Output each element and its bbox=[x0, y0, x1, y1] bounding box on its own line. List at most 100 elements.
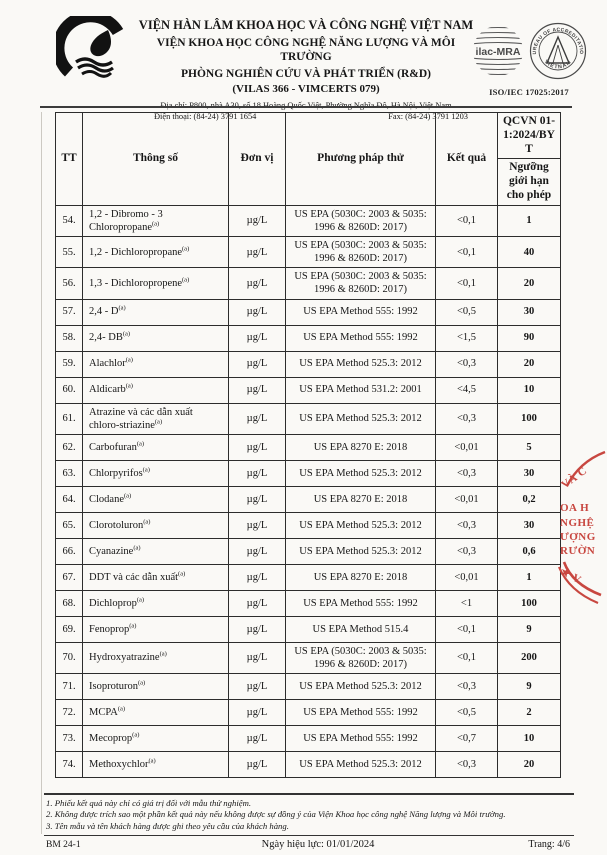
result-cell: <0,1 bbox=[435, 615, 498, 643]
letterhead-divider bbox=[40, 106, 572, 108]
footnote-marker: (a) bbox=[142, 466, 150, 474]
page-number: Trang: 4/6 bbox=[528, 839, 570, 850]
parameter-cell: Dichloprop(a) bbox=[82, 589, 229, 617]
limit-cell: 1 bbox=[497, 563, 561, 591]
row-number-cell: 65. bbox=[55, 511, 83, 539]
row-number-cell: 61. bbox=[55, 402, 83, 435]
method-cell: US EPA 8270 E: 2018 bbox=[285, 433, 436, 461]
method-cell: US EPA Method 515.4 bbox=[285, 615, 436, 643]
method-cell: US EPA (5030C: 2003 & 5035: 1996 & 8260D… bbox=[285, 267, 436, 300]
parameter-cell: Clodane(a) bbox=[82, 485, 229, 513]
parameter-cell: Chlorpyrifos(a) bbox=[82, 459, 229, 487]
unit-cell: µg/L bbox=[228, 563, 286, 591]
row-number-cell: 54. bbox=[55, 204, 83, 238]
result-cell: <0,5 bbox=[435, 699, 498, 727]
limit-cell: 30 bbox=[497, 511, 561, 539]
unit-cell: µg/L bbox=[228, 402, 286, 435]
official-red-stamp: VÀ C OA H NGHỆ ƯỢNG RƯỜN ★ V bbox=[555, 438, 607, 610]
footnote-marker: (a) bbox=[143, 518, 151, 526]
org-name-institute: VIỆN KHOA HỌC CÔNG NGHỆ NĂNG LƯỢNG VÀ MÔ… bbox=[156, 37, 456, 64]
row-number-cell: 59. bbox=[55, 350, 83, 378]
row-number-cell: 68. bbox=[55, 589, 83, 617]
unit-cell: µg/L bbox=[228, 485, 286, 513]
method-cell: US EPA Method 555: 1992 bbox=[285, 589, 436, 617]
address-line: Địa chỉ: P800, nhà A30, số 18 Hoàng Quốc… bbox=[138, 101, 474, 111]
table-row: 64. Clodane(a) µg/L US EPA 8270 E: 2018 <0,0… bbox=[55, 485, 561, 513]
unit-cell: µg/L bbox=[228, 267, 286, 300]
parameter-cell: Alachlor(a) bbox=[82, 350, 229, 378]
accreditation-codes: (VILAS 366 - VIMCERTS 079) bbox=[232, 83, 380, 96]
footnote-marker: (a) bbox=[138, 679, 146, 687]
unit-cell: µg/L bbox=[228, 433, 286, 461]
parameter-cell: 1,2 - Dibromo - 3 Chloropropane(a) bbox=[82, 204, 229, 238]
parameter-cell: 1,3 - Dichloropropene(a) bbox=[82, 267, 229, 300]
row-number-cell: 71. bbox=[55, 673, 83, 701]
footnote-marker: (a) bbox=[136, 440, 145, 448]
table-row: 65. Clorotoluron(a) µg/L US EPA Method 525.… bbox=[55, 511, 561, 539]
parameter-cell: MCPA(a) bbox=[82, 699, 229, 727]
col-header-result: Kết quả bbox=[435, 112, 498, 206]
footnote-marker: (a) bbox=[125, 356, 133, 364]
row-number-cell: 74. bbox=[55, 751, 83, 779]
limit-cell: 20 bbox=[497, 350, 561, 378]
result-cell: <0,1 bbox=[435, 236, 498, 269]
limit-cell: 0,2 bbox=[497, 485, 561, 513]
limit-cell: 200 bbox=[497, 641, 561, 675]
result-cell: <0,1 bbox=[435, 641, 498, 675]
table-row: 61. Atrazine và các dẫn xuất chloro-stria… bbox=[55, 402, 561, 435]
row-number-cell: 72. bbox=[55, 699, 83, 727]
left-margin-scan-line bbox=[41, 112, 42, 834]
parameter-cell: Carbofuran(a) bbox=[82, 433, 229, 461]
footer-row: BM 24-1 Ngày hiệu lực: 01/01/2024 Trang:… bbox=[46, 839, 570, 850]
method-cell: US EPA Method 525.3: 2012 bbox=[285, 751, 436, 779]
stamp-text-fragment: NGHỆ bbox=[560, 517, 595, 529]
result-cell: <0,3 bbox=[435, 673, 498, 701]
limit-cell: 2 bbox=[497, 699, 561, 727]
svg-text:ilac-MRA: ilac-MRA bbox=[475, 46, 520, 58]
footnote-marker: (a) bbox=[136, 596, 145, 604]
limit-cell: 40 bbox=[497, 236, 561, 269]
table-row: 67. DDT và các dẫn xuất(a) µg/L US EPA 8270… bbox=[55, 563, 561, 591]
svg-text:VIETNAM: VIETNAM bbox=[542, 59, 572, 71]
table-row: 68. Dichloprop(a) µg/L US EPA Method 555: 1… bbox=[55, 589, 561, 617]
table-row: 69. Fenoprop(a) µg/L US EPA Method 515.4 <0,… bbox=[55, 615, 561, 643]
row-number-cell: 66. bbox=[55, 537, 83, 565]
method-cell: US EPA 8270 E: 2018 bbox=[285, 485, 436, 513]
stamp-text-fragment: VÀ C bbox=[559, 464, 590, 492]
unit-cell: µg/L bbox=[228, 673, 286, 701]
limit-cell: 30 bbox=[497, 459, 561, 487]
table-row: 56. 1,3 - Dichloropropene(a) µg/L US EPA (5… bbox=[55, 267, 561, 300]
method-cell: US EPA (5030C: 2003 & 5035: 1996 & 8260D… bbox=[285, 204, 436, 238]
unit-cell: µg/L bbox=[228, 350, 286, 378]
footnote-1: 1. Phiếu kết quả này chỉ có giá trị đối … bbox=[46, 798, 252, 808]
effective-date: Ngày hiệu lực: 01/01/2024 bbox=[261, 839, 375, 850]
table-row: 59. Alachlor(a) µg/L US EPA Method 525.3: 2… bbox=[55, 350, 561, 378]
department-name: PHÒNG NGHIÊN CỨU VÀ PHÁT TRIỂN (R&D) bbox=[180, 68, 432, 81]
parameter-cell: Aldicarb(a) bbox=[82, 376, 229, 404]
parameter-cell: Fenoprop(a) bbox=[82, 615, 229, 643]
result-cell: <0,01 bbox=[435, 433, 498, 461]
unit-cell: µg/L bbox=[228, 511, 286, 539]
table-row: 66. Cyanazine(a) µg/L US EPA Method 525.3: … bbox=[55, 537, 561, 565]
result-cell: <1,5 bbox=[435, 324, 498, 352]
method-cell: US EPA Method 525.3: 2012 bbox=[285, 350, 436, 378]
row-number-cell: 70. bbox=[55, 641, 83, 675]
row-number-cell: 60. bbox=[55, 376, 83, 404]
result-cell: <0,3 bbox=[435, 459, 498, 487]
unit-cell: µg/L bbox=[228, 376, 286, 404]
limit-cell: 100 bbox=[497, 589, 561, 617]
result-cell: <0,5 bbox=[435, 298, 498, 326]
footnote-marker: (a) bbox=[133, 544, 141, 552]
unit-cell: µg/L bbox=[228, 236, 286, 269]
parameter-cell: Atrazine và các dẫn xuất chloro-striazin… bbox=[82, 402, 229, 435]
limit-cell: 10 bbox=[497, 725, 561, 753]
footnote-marker: (a) bbox=[159, 650, 167, 658]
parameter-cell: DDT và các dẫn xuất(a) bbox=[82, 563, 229, 591]
table-row: 74. Methoxychlor(a) µg/L US EPA Method 525.… bbox=[55, 751, 561, 779]
parameter-cell: Methoxychlor(a) bbox=[82, 751, 229, 779]
footnote-marker: (a) bbox=[152, 220, 160, 228]
unit-cell: µg/L bbox=[228, 204, 286, 238]
result-cell: <0,01 bbox=[435, 563, 498, 591]
limit-cell: 9 bbox=[497, 615, 561, 643]
